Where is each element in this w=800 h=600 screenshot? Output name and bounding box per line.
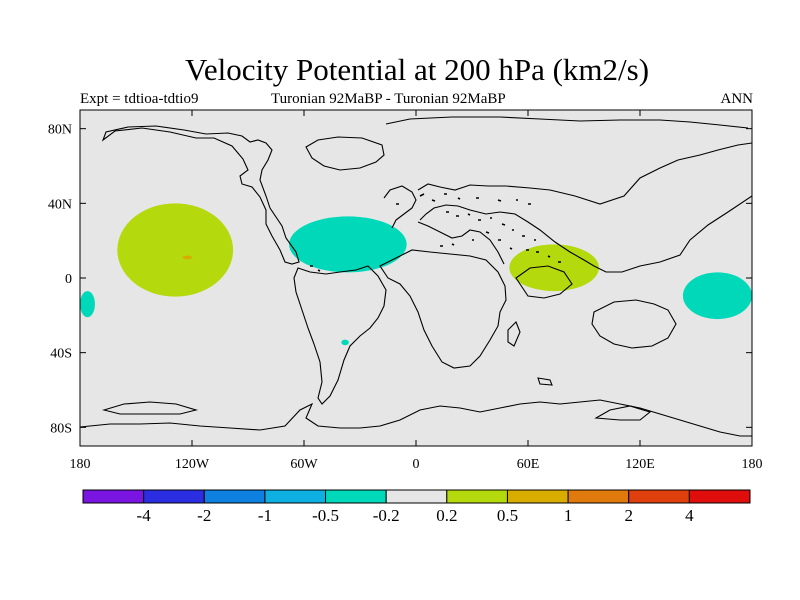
y-tick-label: 40N [48, 197, 72, 212]
colorbar-label: -0.2 [373, 506, 400, 525]
colorbar-label: -0.5 [312, 506, 339, 525]
region-west-pacific-negative [682, 272, 752, 320]
colorbar: -4 -2 -1 -0.5 -0.2 0.2 0.5 1 2 4 [82, 489, 751, 525]
center-subtitle: Turonian 92MaBP - Turonian 92MaBP [271, 91, 506, 107]
colorbar-label: -1 [258, 506, 272, 525]
region-central-pacific-peak [182, 255, 192, 260]
coastline-eurasia [417, 142, 752, 273]
colorbar-box [688, 489, 751, 504]
colorbar-box [325, 489, 387, 504]
x-tick-label: 120W [175, 457, 210, 472]
coastline-south-america [293, 265, 387, 405]
coastline-antarctic-shelf [101, 401, 199, 415]
left-subtitle: Expt = tdtioa-tdtio9 [80, 91, 199, 107]
region-central-pacific-positive [117, 203, 234, 297]
coastline-antarctica [80, 399, 752, 437]
colorbar-box [567, 489, 630, 504]
coastline-europe [383, 185, 505, 265]
x-tick-label: 0 [413, 457, 420, 472]
colorbar-box [264, 489, 327, 504]
x-tick-label: 180 [742, 457, 763, 472]
region-dateline-negative [80, 291, 95, 318]
colorbar-box [506, 489, 569, 504]
coastline-new-zealand [537, 377, 553, 386]
x-tick-label: 120E [625, 457, 655, 472]
x-tick-label: 60E [517, 457, 540, 472]
coastline-north-america [101, 125, 300, 265]
region-atlantic-negative [289, 216, 407, 273]
colorbar-box [203, 489, 266, 504]
coastline-india [515, 265, 573, 299]
colorbar-box [143, 489, 205, 504]
colorbar-label: -2 [197, 506, 211, 525]
coastline-arctic [385, 116, 749, 129]
right-subtitle: ANN [720, 91, 754, 107]
coastline-australia [591, 299, 677, 349]
colorbar-box [446, 489, 508, 504]
colorbar-label: -4 [137, 506, 152, 525]
x-tick-label: 60W [290, 457, 318, 472]
y-tick-label: 0 [65, 272, 72, 287]
contour-fill-regions [80, 203, 752, 346]
region-south-atlantic-small-negative [341, 339, 349, 346]
x-tick-label: 180 [70, 457, 91, 472]
coastline-africa [379, 249, 507, 369]
coastlines [80, 116, 752, 437]
coastline-greenland [305, 136, 385, 171]
colorbar-box [385, 489, 448, 504]
axis-ticks: 180 120W 60W 0 60E 120E 180 80N 40N 0 40S 80S [48, 110, 763, 472]
y-tick-label: 40S [50, 347, 72, 362]
colorbar-label: 0.5 [497, 506, 518, 525]
coastline-madagascar [507, 321, 521, 347]
y-tick-label: 80S [50, 421, 72, 436]
coastline-antarctic-inlet [594, 405, 652, 421]
chart-title: Velocity Potential at 200 hPa (km2/s) [184, 52, 650, 87]
colorbar-box [82, 489, 145, 504]
y-tick-label: 80N [48, 123, 72, 138]
colorbar-label: 2 [624, 506, 633, 525]
colorbar-box [628, 489, 690, 504]
colorbar-label: 0.2 [436, 506, 457, 525]
colorbar-label: 1 [564, 506, 573, 525]
coastline-islands [310, 193, 561, 272]
colorbar-label: 4 [685, 506, 694, 525]
